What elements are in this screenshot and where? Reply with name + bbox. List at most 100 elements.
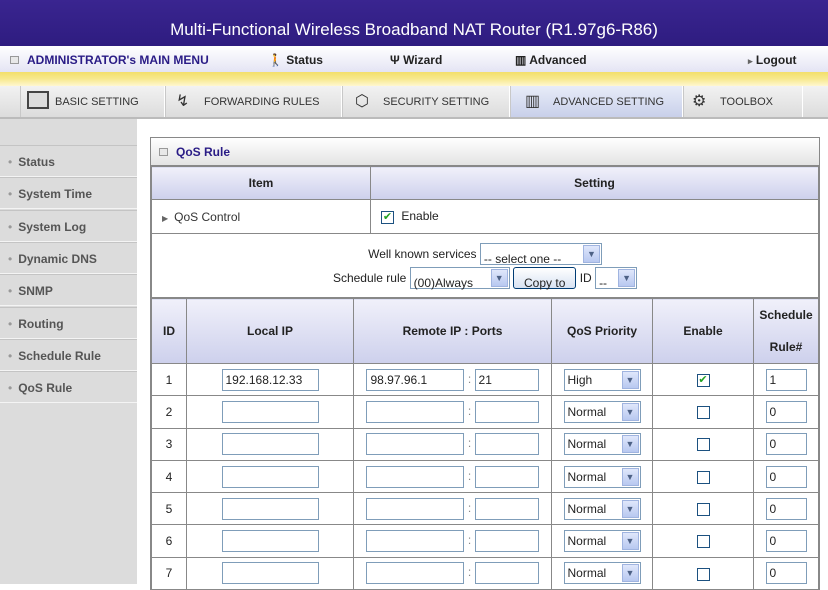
table-row: 1 192.168.12.33 98.97.96.1 : 21 High ▼ ✔ … (151, 362, 819, 397)
remote-ip-input[interactable] (366, 433, 465, 456)
table-row: 6 : Normal ▼ 0 (151, 524, 819, 558)
table-row: 4 : Normal ▼ 0 (151, 459, 819, 494)
schedule-rule-input[interactable]: 0 (765, 562, 807, 585)
row-id: 6 (151, 524, 187, 558)
row-id: 3 (151, 427, 187, 461)
chevron-down-icon: ▼ (621, 499, 639, 518)
qos-control-label: ▶ QoS Control (151, 199, 371, 234)
table-row: 7 : Normal ▼ 0 (151, 556, 819, 590)
table-row: 3 : Normal ▼ 0 (151, 427, 819, 461)
remote-ip-input[interactable] (366, 400, 465, 423)
qos-enable-checkbox[interactable]: ✔ (381, 210, 394, 224)
tab-forwarding-rules[interactable]: ↯ FORWARDING RULES (165, 86, 342, 117)
local-ip-input[interactable] (221, 465, 319, 488)
sidebar-item-status[interactable]: • Status (0, 145, 137, 177)
local-ip-input[interactable] (221, 530, 319, 553)
enable-checkbox[interactable] (696, 470, 710, 484)
remote-ip-input[interactable] (366, 465, 465, 488)
priority-select[interactable]: High ▼ (563, 368, 641, 391)
qos-rules-table: ID Local IP Remote IP : Ports QoS Priori… (151, 298, 819, 590)
local-ip-input[interactable] (221, 497, 319, 520)
chevron-down-icon: ▼ (621, 370, 639, 389)
square-icon (159, 148, 168, 156)
schedule-rule-input[interactable]: 0 (765, 400, 807, 423)
menu-advanced[interactable]: ▥ Advanced (515, 53, 587, 67)
row-id: 7 (151, 556, 187, 590)
schedule-rule-input[interactable]: 0 (765, 530, 807, 553)
priority-select[interactable]: Normal ▼ (563, 400, 641, 423)
item-header: Item (151, 166, 371, 200)
remote-ip-input[interactable] (366, 530, 465, 553)
remote-port-input[interactable] (474, 433, 539, 456)
col-enable: Enable (652, 298, 754, 364)
remote-ip-input[interactable]: 98.97.96.1 (366, 368, 465, 391)
enable-checkbox[interactable] (696, 503, 710, 516)
enable-checkbox[interactable] (696, 535, 710, 549)
priority-select[interactable]: Normal ▼ (563, 433, 641, 456)
schedule-select[interactable]: (00)Always ▼ (409, 267, 510, 290)
local-ip-input[interactable] (221, 562, 319, 585)
tab-toolbox[interactable]: ⚙ TOOLBOX (683, 86, 803, 117)
remote-ip-input[interactable] (366, 562, 465, 585)
services-select[interactable]: -- select one -- ▼ (479, 243, 602, 266)
remote-ip-input[interactable] (366, 497, 465, 520)
sidebar-item-system-time[interactable]: • System Time (0, 177, 137, 209)
arrows-icon: ↯ (176, 93, 190, 110)
schedule-rule-input[interactable]: 0 (765, 433, 807, 456)
remote-port-input[interactable] (474, 497, 539, 520)
remote-port-input[interactable] (474, 465, 539, 488)
main-menu-label[interactable]: ADMINISTRATOR's MAIN MENU (10, 53, 209, 67)
menu-status[interactable]: 🚶 Status (268, 53, 323, 67)
menu-wizard[interactable]: Ψ Wizard (390, 53, 443, 67)
schedule-rule-input[interactable]: 0 (765, 465, 807, 488)
nut-icon: ⬡ (355, 93, 369, 110)
remote-port-input[interactable] (474, 530, 539, 553)
qos-rule-panel: QoS Rule Item Setting ▶ QoS Control ✔ Enab… (150, 137, 820, 590)
local-ip-input[interactable] (221, 400, 319, 423)
priority-select[interactable]: Normal ▼ (563, 465, 641, 488)
arrow-right-icon: ▸ (748, 56, 753, 66)
priority-select[interactable]: Normal ▼ (563, 497, 641, 520)
priority-select[interactable]: Normal ▼ (563, 562, 641, 585)
menu-logout[interactable]: ▸ Logout (748, 53, 797, 67)
sidebar-item-schedule-rule[interactable]: • Schedule Rule (0, 339, 137, 371)
tab-basic-setting[interactable]: BASIC SETTING (20, 86, 165, 117)
remote-port-input[interactable] (474, 400, 539, 423)
col-local-ip: Local IP (186, 298, 354, 364)
chevron-down-icon: ▼ (490, 269, 508, 288)
id-select[interactable]: -- ▼ (595, 267, 638, 290)
enable-checkbox[interactable] (696, 438, 710, 452)
sidebar: • Status • System Time • System Log • Dynami… (0, 119, 137, 584)
schedule-rule-input[interactable]: 1 (765, 368, 807, 391)
chevron-down-icon: ▼ (621, 402, 639, 421)
sidebar-item-snmp[interactable]: • SNMP (0, 274, 137, 306)
local-ip-input[interactable] (221, 433, 319, 456)
row-id: 1 (151, 362, 187, 397)
enable-checkbox[interactable] (696, 406, 710, 420)
priority-select[interactable]: Normal ▼ (563, 530, 641, 553)
col-priority: QoS Priority (551, 298, 653, 364)
sidebar-item-dynamic-dns[interactable]: • Dynamic DNS (0, 242, 137, 274)
chevron-down-icon: ▼ (582, 245, 600, 264)
enable-checkbox[interactable]: ✔ (696, 373, 710, 387)
col-remote-ip: Remote IP : Ports (353, 298, 552, 364)
tab-security-setting[interactable]: ⬡ SECURITY SETTING (342, 86, 510, 117)
schedule-rule-input[interactable]: 0 (765, 497, 807, 520)
sidebar-item-qos-rule[interactable]: • QoS Rule (0, 371, 137, 403)
copy-to-button[interactable]: Copy to (513, 267, 577, 290)
chevron-down-icon: ▼ (621, 435, 639, 454)
id-label: ID (579, 270, 592, 285)
arrow-right-icon: ▶ (162, 213, 169, 223)
remote-port-input[interactable] (474, 562, 539, 585)
sidebar-item-routing[interactable]: • Routing (0, 307, 137, 339)
chevron-down-icon: ▼ (618, 269, 636, 288)
tab-bar: BASIC SETTING ↯ FORWARDING RULES ⬡ SECURIT… (0, 86, 828, 119)
row-id: 5 (151, 492, 187, 526)
tab-advanced-setting[interactable]: ▥ ADVANCED SETTING (510, 86, 683, 117)
remote-port-input[interactable]: 21 (474, 368, 539, 391)
enable-checkbox[interactable] (696, 567, 710, 581)
local-ip-input[interactable]: 192.168.12.33 (221, 368, 319, 391)
sidebar-item-system-log[interactable]: • System Log (0, 210, 137, 242)
folder-icon (27, 91, 49, 109)
toolbox-icon: ⚙ (692, 93, 707, 110)
